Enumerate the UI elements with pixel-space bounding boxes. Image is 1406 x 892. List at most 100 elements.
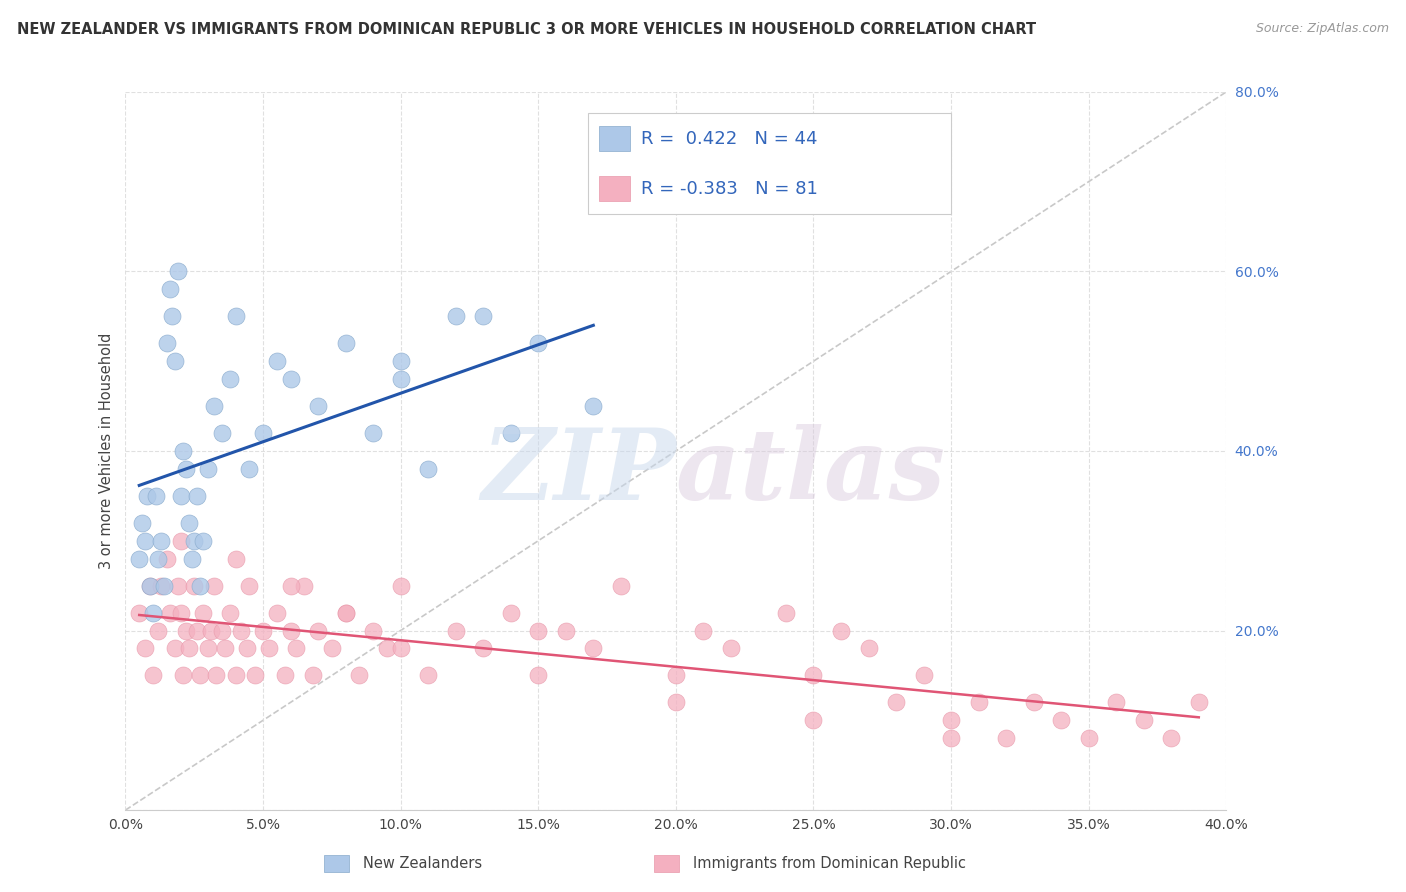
Text: Immigrants from Dominican Republic: Immigrants from Dominican Republic	[693, 856, 966, 871]
Point	[191, 533, 214, 548]
Point	[1132, 714, 1154, 728]
Point	[148, 551, 170, 566]
Point	[163, 641, 186, 656]
Point	[229, 624, 252, 638]
Point	[444, 310, 467, 324]
Point	[280, 372, 302, 386]
Point	[156, 336, 179, 351]
Point	[280, 579, 302, 593]
Y-axis label: 3 or more Vehicles in Household: 3 or more Vehicles in Household	[100, 333, 114, 569]
Point	[418, 462, 440, 476]
Point	[243, 668, 266, 682]
Point	[1105, 695, 1128, 709]
Point	[389, 372, 412, 386]
Point	[527, 624, 550, 638]
Point	[225, 668, 247, 682]
Point	[665, 668, 688, 682]
Point	[225, 310, 247, 324]
Point	[499, 425, 522, 440]
Text: Source: ZipAtlas.com: Source: ZipAtlas.com	[1256, 22, 1389, 36]
Point	[142, 606, 165, 620]
Point	[148, 624, 170, 638]
Text: NEW ZEALANDER VS IMMIGRANTS FROM DOMINICAN REPUBLIC 3 OR MORE VEHICLES IN HOUSEH: NEW ZEALANDER VS IMMIGRANTS FROM DOMINIC…	[17, 22, 1036, 37]
Point	[292, 579, 315, 593]
Point	[166, 579, 188, 593]
Point	[219, 372, 242, 386]
Point	[128, 606, 150, 620]
Point	[166, 264, 188, 278]
Point	[136, 489, 159, 503]
Point	[803, 668, 825, 682]
Point	[582, 641, 605, 656]
Point	[150, 533, 173, 548]
Point	[389, 641, 412, 656]
Point	[266, 354, 288, 368]
Point	[472, 641, 495, 656]
Point	[884, 695, 907, 709]
Point	[159, 606, 181, 620]
Point	[180, 551, 202, 566]
Point	[205, 668, 228, 682]
Point	[257, 641, 280, 656]
Text: atlas: atlas	[676, 425, 946, 521]
Point	[858, 641, 880, 656]
Point	[235, 641, 257, 656]
Point	[150, 579, 173, 593]
Point	[995, 731, 1018, 746]
Point	[200, 624, 222, 638]
Point	[307, 624, 329, 638]
Point	[307, 399, 329, 413]
Point	[188, 579, 211, 593]
Point	[266, 606, 288, 620]
Point	[186, 489, 208, 503]
Point	[156, 551, 179, 566]
Point	[1188, 695, 1211, 709]
Point	[775, 606, 797, 620]
Point	[191, 606, 214, 620]
Point	[527, 668, 550, 682]
Point	[163, 354, 186, 368]
Point	[162, 310, 184, 324]
Point	[131, 516, 153, 530]
Point	[361, 425, 384, 440]
Point	[169, 533, 191, 548]
Point	[169, 606, 191, 620]
Point	[197, 462, 219, 476]
Point	[183, 579, 205, 593]
Point	[211, 425, 233, 440]
Point	[134, 641, 156, 656]
Point	[219, 606, 242, 620]
Point	[335, 336, 357, 351]
Point	[375, 641, 398, 656]
Point	[177, 641, 200, 656]
Point	[128, 551, 150, 566]
Point	[202, 579, 225, 593]
Point	[335, 606, 357, 620]
Text: ZIP: ZIP	[481, 425, 676, 521]
Point	[349, 668, 371, 682]
Point	[1160, 731, 1182, 746]
Text: R =  0.422   N = 44: R = 0.422 N = 44	[641, 129, 818, 147]
Point	[153, 579, 176, 593]
Point	[285, 641, 308, 656]
Point	[169, 489, 191, 503]
Point	[610, 579, 633, 593]
Point	[238, 579, 260, 593]
Point	[418, 668, 440, 682]
Point	[527, 336, 550, 351]
Point	[692, 624, 714, 638]
Point	[720, 641, 742, 656]
Point	[939, 731, 962, 746]
Point	[139, 579, 162, 593]
Point	[186, 624, 208, 638]
Point	[912, 668, 935, 682]
Point	[803, 714, 825, 728]
Point	[238, 462, 260, 476]
Point	[665, 695, 688, 709]
Point	[174, 462, 197, 476]
Point	[174, 624, 197, 638]
Point	[188, 668, 211, 682]
Point	[472, 310, 495, 324]
Point	[252, 624, 274, 638]
Point	[830, 624, 852, 638]
